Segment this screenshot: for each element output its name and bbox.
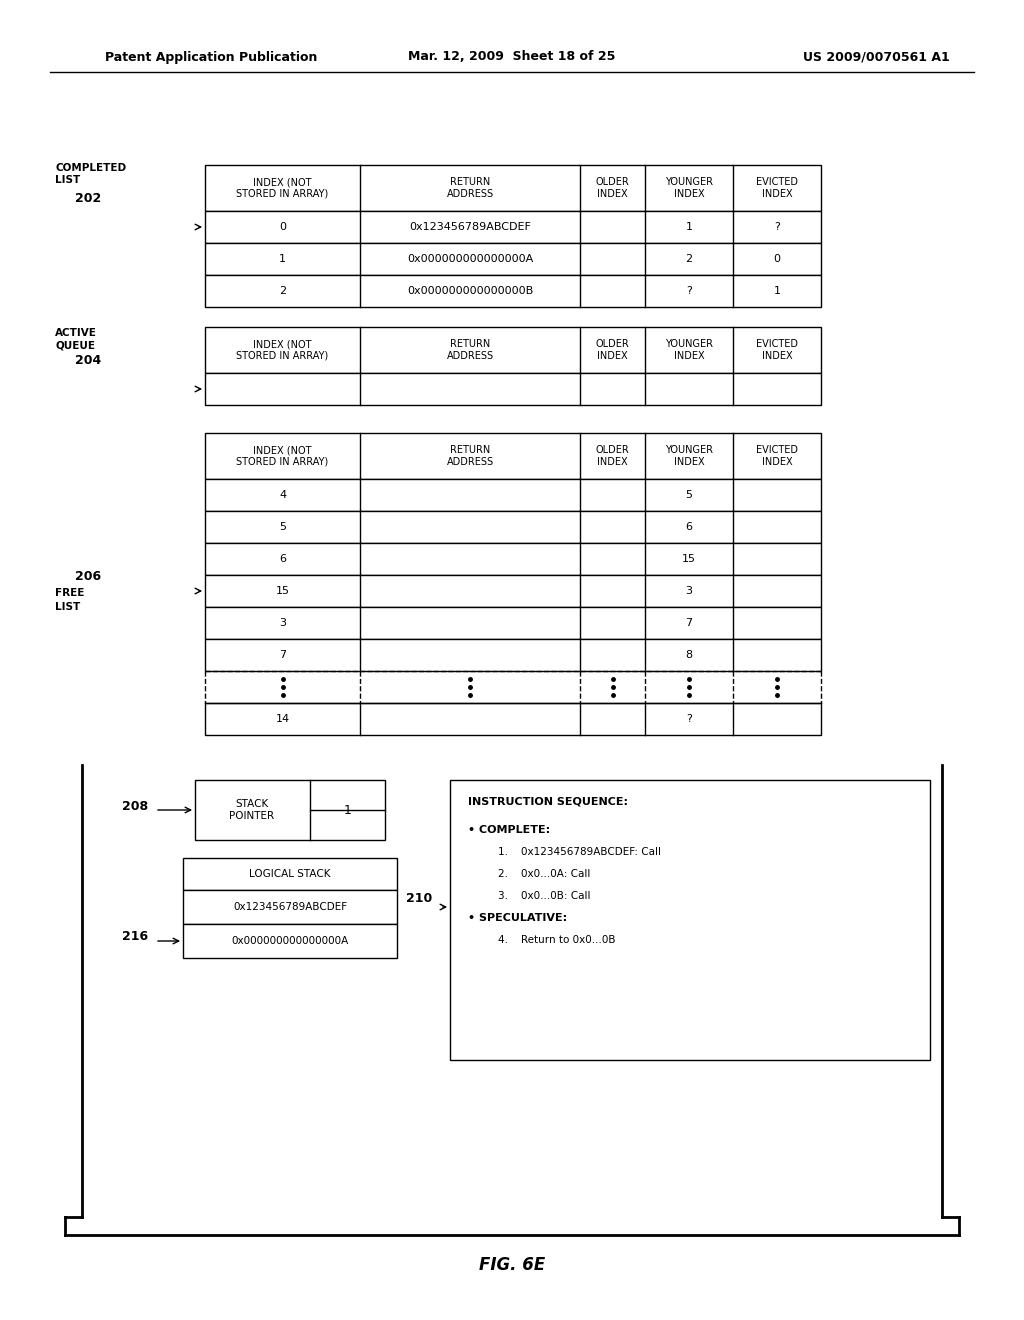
Text: 7: 7 — [279, 649, 286, 660]
Text: 208: 208 — [122, 800, 148, 813]
Text: ACTIVE: ACTIVE — [55, 327, 97, 338]
Text: 3.    0x0...0B: Call: 3. 0x0...0B: Call — [498, 891, 591, 902]
Bar — [205, 433, 821, 479]
Bar — [183, 858, 397, 890]
Text: ?: ? — [774, 222, 780, 232]
Text: ?: ? — [686, 714, 692, 723]
Text: 5: 5 — [685, 490, 692, 500]
Text: EVICTED
INDEX: EVICTED INDEX — [756, 177, 798, 199]
Text: 6: 6 — [685, 521, 692, 532]
Text: INDEX (NOT
STORED IN ARRAY): INDEX (NOT STORED IN ARRAY) — [237, 445, 329, 467]
Text: 4.    Return to 0x0...0B: 4. Return to 0x0...0B — [498, 935, 615, 945]
Text: LIST: LIST — [55, 602, 80, 612]
Bar — [195, 780, 385, 840]
Bar — [205, 543, 821, 576]
Bar — [205, 639, 821, 671]
Text: FREE: FREE — [55, 587, 84, 598]
Text: 1: 1 — [773, 286, 780, 296]
Bar — [205, 374, 821, 405]
Bar — [205, 511, 821, 543]
Text: 1: 1 — [685, 222, 692, 232]
Text: 2: 2 — [279, 286, 286, 296]
Text: OLDER
INDEX: OLDER INDEX — [596, 339, 630, 360]
Text: 0x123456789ABCDEF: 0x123456789ABCDEF — [409, 222, 530, 232]
Bar — [205, 165, 821, 211]
Text: 206: 206 — [75, 570, 101, 583]
Bar — [205, 576, 821, 607]
Text: 4: 4 — [279, 490, 286, 500]
Text: FIG. 6E: FIG. 6E — [479, 1257, 545, 1274]
Text: 5: 5 — [279, 521, 286, 532]
Text: INDEX (NOT
STORED IN ARRAY): INDEX (NOT STORED IN ARRAY) — [237, 339, 329, 360]
Bar — [205, 275, 821, 308]
Text: EVICTED
INDEX: EVICTED INDEX — [756, 339, 798, 360]
Text: 3: 3 — [685, 586, 692, 597]
Text: 216: 216 — [122, 931, 148, 944]
Bar — [205, 704, 821, 735]
Bar — [205, 479, 821, 511]
Bar — [183, 890, 397, 924]
Text: 7: 7 — [685, 618, 692, 628]
Text: • COMPLETE:: • COMPLETE: — [468, 825, 550, 836]
Text: 204: 204 — [75, 355, 101, 367]
Bar — [205, 607, 821, 639]
Text: 0x123456789ABCDEF: 0x123456789ABCDEF — [232, 902, 347, 912]
Text: US 2009/0070561 A1: US 2009/0070561 A1 — [803, 50, 950, 63]
Text: OLDER
INDEX: OLDER INDEX — [596, 445, 630, 467]
Text: 3: 3 — [279, 618, 286, 628]
Text: 0x000000000000000A: 0x000000000000000A — [407, 253, 534, 264]
Text: 14: 14 — [275, 714, 290, 723]
Bar — [205, 211, 821, 243]
Text: INSTRUCTION SEQUENCE:: INSTRUCTION SEQUENCE: — [468, 797, 628, 807]
Text: 0x000000000000000A: 0x000000000000000A — [231, 936, 348, 946]
Text: 8: 8 — [685, 649, 692, 660]
Text: OLDER
INDEX: OLDER INDEX — [596, 177, 630, 199]
Text: 1: 1 — [279, 253, 286, 264]
Text: YOUNGER
INDEX: YOUNGER INDEX — [665, 177, 713, 199]
Text: 0: 0 — [773, 253, 780, 264]
Text: 0x000000000000000B: 0x000000000000000B — [407, 286, 534, 296]
Text: Mar. 12, 2009  Sheet 18 of 25: Mar. 12, 2009 Sheet 18 of 25 — [409, 50, 615, 63]
Text: COMPLETED: COMPLETED — [55, 162, 126, 173]
Text: Patent Application Publication: Patent Application Publication — [105, 50, 317, 63]
Text: STACK
POINTER: STACK POINTER — [229, 799, 274, 821]
Text: YOUNGER
INDEX: YOUNGER INDEX — [665, 339, 713, 360]
Text: EVICTED
INDEX: EVICTED INDEX — [756, 445, 798, 467]
Text: QUEUE: QUEUE — [55, 341, 95, 350]
Text: 1.    0x123456789ABCDEF: Call: 1. 0x123456789ABCDEF: Call — [498, 847, 662, 857]
Text: LIST: LIST — [55, 176, 80, 185]
Text: INDEX (NOT
STORED IN ARRAY): INDEX (NOT STORED IN ARRAY) — [237, 177, 329, 199]
Text: RETURN
ADDRESS: RETURN ADDRESS — [446, 177, 494, 199]
Text: 2.    0x0...0A: Call: 2. 0x0...0A: Call — [498, 869, 591, 879]
Text: 1: 1 — [344, 804, 351, 817]
Text: 6: 6 — [279, 554, 286, 564]
Bar — [183, 924, 397, 958]
Bar — [450, 780, 930, 1060]
Bar — [205, 327, 821, 374]
Text: YOUNGER
INDEX: YOUNGER INDEX — [665, 445, 713, 467]
Bar — [205, 243, 821, 275]
Text: 202: 202 — [75, 191, 101, 205]
Text: 15: 15 — [682, 554, 696, 564]
Text: LOGICAL STACK: LOGICAL STACK — [249, 869, 331, 879]
Text: RETURN
ADDRESS: RETURN ADDRESS — [446, 445, 494, 467]
Text: 2: 2 — [685, 253, 692, 264]
Text: RETURN
ADDRESS: RETURN ADDRESS — [446, 339, 494, 360]
Text: ?: ? — [686, 286, 692, 296]
Text: 0: 0 — [279, 222, 286, 232]
Text: 15: 15 — [275, 586, 290, 597]
Text: • SPECULATIVE:: • SPECULATIVE: — [468, 913, 567, 923]
Text: 210: 210 — [406, 892, 432, 906]
